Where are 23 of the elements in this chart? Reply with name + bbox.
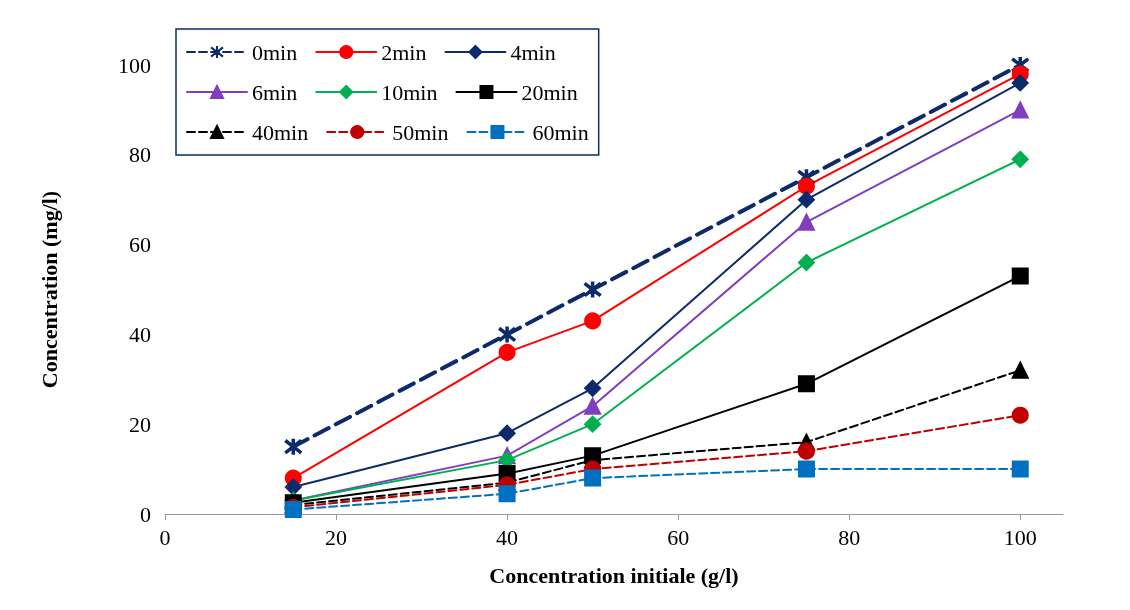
x-axis-title: Concentration initiale (g/l)	[489, 562, 739, 588]
x-tick-label: 100	[1003, 524, 1037, 550]
x-tick-label: 40	[496, 524, 519, 550]
y-tick-label: 40	[129, 321, 151, 347]
y-tick-label: 80	[129, 142, 151, 168]
legend-label: 2min	[381, 39, 427, 65]
legend-label: 40min	[252, 119, 309, 145]
x-tick-label: 80	[838, 524, 861, 550]
legend-label: 10min	[381, 79, 438, 105]
legend-label: 4min	[510, 39, 556, 65]
x-tick-label: 60	[667, 524, 690, 550]
y-tick-label: 20	[129, 411, 151, 437]
x-tick-label: 0	[159, 524, 171, 550]
legend-label: 0min	[252, 39, 298, 65]
x-tick-label: 20	[325, 524, 348, 550]
legend-label: 6min	[252, 79, 298, 105]
y-tick-label: 100	[118, 52, 151, 78]
y-tick-label: 60	[129, 232, 151, 258]
y-tick-label: 0	[140, 501, 151, 527]
legend-label: 60min	[532, 119, 589, 145]
legend-label: 50min	[392, 119, 449, 145]
y-axis-title: Concentration (mg/l)	[36, 190, 62, 389]
legend-label: 20min	[521, 79, 578, 105]
